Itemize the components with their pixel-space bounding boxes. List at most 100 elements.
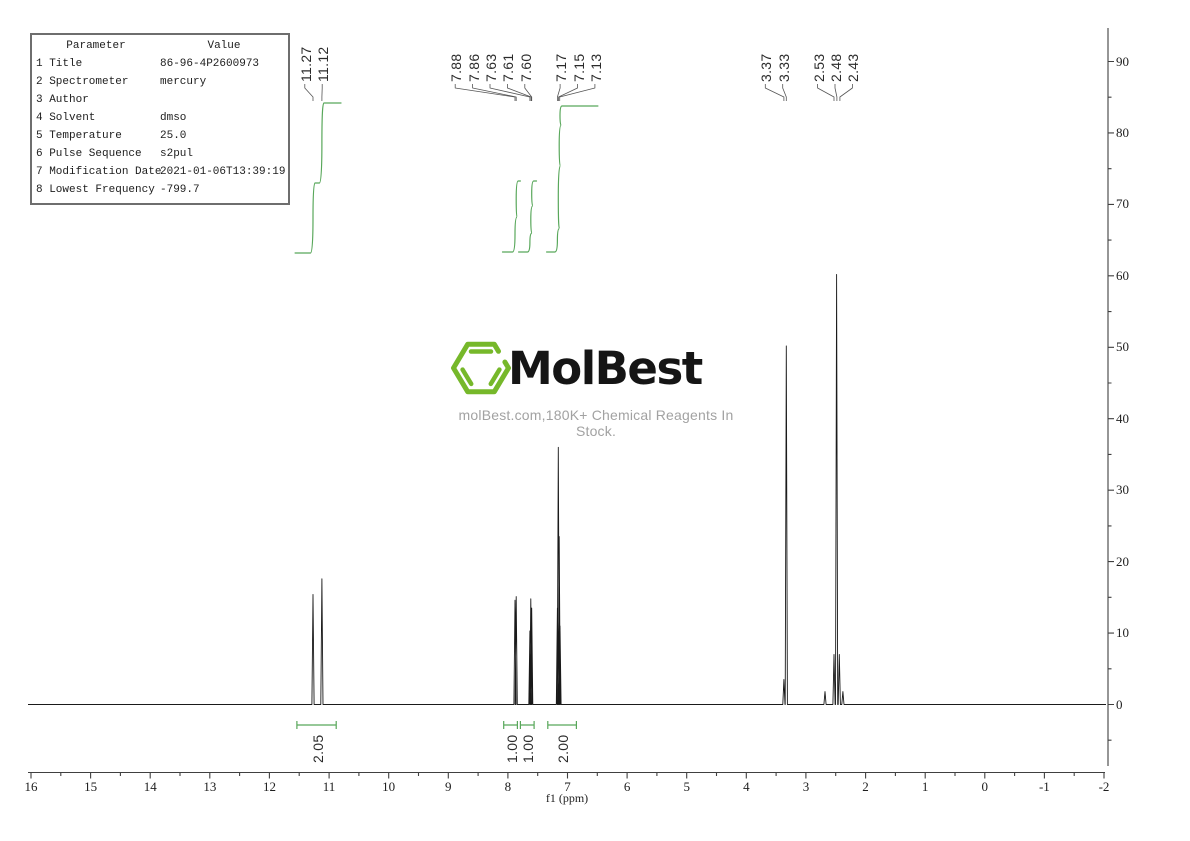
integral-curve xyxy=(501,180,521,253)
peak-connector xyxy=(558,84,578,101)
peak-connector xyxy=(472,84,517,101)
peak-shift-label: 7.13 xyxy=(587,53,604,82)
parameter-row: 1 Title 86-96-4P2600973 xyxy=(32,55,288,73)
parameter-table: Parameter Value 1 Title 86-96-4P2600973 2 … xyxy=(30,33,290,205)
peak-connector xyxy=(764,84,785,101)
peak-shift-label: 7.86 xyxy=(465,53,482,82)
logo-tagline: molBest.com,180K+ Chemical Reagents In S… xyxy=(458,407,734,439)
parameter-rows: 1 Title 86-96-4P2600973 2 Spectrometer merc… xyxy=(32,55,288,199)
peak-shift-label: 7.63 xyxy=(483,53,499,82)
value-header-label: Value xyxy=(207,40,241,52)
parameter-name: 2 Spectrometer xyxy=(36,76,129,88)
y-tick-label: 20 xyxy=(1116,553,1129,569)
parameter-value: dmso xyxy=(160,112,187,124)
x-tick-label: 8 xyxy=(504,779,512,794)
peak-connector xyxy=(454,84,516,101)
parameter-row: 6 Pulse Sequence s2pul xyxy=(32,145,288,163)
parameter-value: 2021-01-06T13:39:19 xyxy=(160,166,286,178)
parameter-row: 5 Temperature 25.0 xyxy=(32,127,288,145)
peak-shift-label: 7.60 xyxy=(517,53,534,82)
integral-bracket xyxy=(503,721,518,729)
x-tick-label: 7 xyxy=(564,779,571,794)
logo-text: MolBest xyxy=(508,342,703,395)
x-tick-label: 14 xyxy=(143,779,157,794)
peak-connector xyxy=(782,84,787,101)
peak-shift-label: 7.17 xyxy=(553,53,570,82)
parameter-name: 6 Pulse Sequence xyxy=(36,148,142,160)
y-tick-label: 50 xyxy=(1116,339,1129,355)
peak-connector xyxy=(507,84,532,101)
x-tick-label: 10 xyxy=(382,779,396,794)
x-tick-label: 2 xyxy=(862,779,869,794)
x-tick-label: 3 xyxy=(802,779,810,794)
x-tick-label: 0 xyxy=(981,779,989,794)
peak-shift-label: 11.27 xyxy=(297,46,314,83)
parameter-table-header: Parameter Value xyxy=(32,37,288,55)
x-tick-label: 9 xyxy=(445,779,452,794)
y-tick-label: 10 xyxy=(1116,625,1129,641)
peak-shift-label: 7.15 xyxy=(570,53,587,82)
integral-value-label: 1.00 xyxy=(520,734,537,763)
parameter-row: 7 Modification Date 2021-01-06T13:39:19 xyxy=(32,163,288,181)
axes xyxy=(28,28,1114,779)
x-tick-label: 6 xyxy=(623,779,631,794)
parameter-name: 5 Temperature xyxy=(36,130,122,142)
y-tick-label: 80 xyxy=(1116,124,1129,140)
parameter-value: 25.0 xyxy=(160,130,187,142)
peak-shift-label: 3.37 xyxy=(758,53,775,82)
parameter-value: s2pul xyxy=(160,148,194,160)
parameter-value: -799.7 xyxy=(160,184,200,196)
parameter-name: 3 Author xyxy=(36,94,89,106)
parameter-row: 4 Solvent dmso xyxy=(32,109,288,127)
hexagon-outline xyxy=(451,341,511,395)
x-tick-label: 13 xyxy=(203,779,217,794)
peak-connector xyxy=(839,84,853,101)
parameter-row: 2 Spectrometer mercury xyxy=(32,73,288,91)
molbest-logo xyxy=(447,338,517,400)
integral-value-label: 1.00 xyxy=(503,734,520,763)
x-tick-label: 1 xyxy=(921,779,929,794)
peak-shift-label: 7.61 xyxy=(500,53,517,82)
parameter-header-label: Parameter xyxy=(66,40,126,52)
integral-curve xyxy=(546,105,599,253)
integral-curve xyxy=(294,102,342,254)
peak-connector xyxy=(304,84,314,101)
peak-connector xyxy=(817,84,835,101)
parameter-name: 4 Solvent xyxy=(36,112,96,124)
parameter-row: 8 Lowest Frequency -799.7 xyxy=(32,181,288,199)
x-tick-label: 4 xyxy=(743,779,750,794)
x-axis-title: f1 (ppm) xyxy=(545,791,589,805)
y-tick-label: 70 xyxy=(1116,196,1129,212)
integral-bracket xyxy=(547,721,577,729)
parameter-value: 86-96-4P2600973 xyxy=(160,58,260,70)
integral-value-label: 2.00 xyxy=(555,734,572,763)
peak-shift-label: 2.53 xyxy=(810,53,827,82)
x-tick-label: 12 xyxy=(262,779,276,794)
y-tick-label: 60 xyxy=(1116,267,1129,283)
y-tick-label: 40 xyxy=(1116,410,1129,426)
parameter-name: 8 Lowest Frequency xyxy=(36,184,155,196)
integral-bracket xyxy=(296,721,337,729)
peak-shift-label: 7.88 xyxy=(448,53,465,82)
x-tick-label: -1 xyxy=(1038,779,1050,794)
benzene-hexagon-icon xyxy=(451,341,511,395)
x-tick-label: 11 xyxy=(322,779,336,794)
peak-connector xyxy=(489,84,531,101)
parameter-row: 3 Author xyxy=(32,91,288,109)
peak-connector xyxy=(834,84,838,101)
x-tick-label: 16 xyxy=(24,779,38,794)
peak-shift-label: 3.33 xyxy=(775,53,792,82)
parameter-value: mercury xyxy=(160,76,207,88)
y-tick-label: 90 xyxy=(1116,53,1129,69)
integral-bracket xyxy=(519,721,535,729)
x-tick-label: 15 xyxy=(84,779,98,794)
parameter-name: 7 Modification Date xyxy=(36,166,162,178)
peak-shift-label: 2.43 xyxy=(845,53,862,82)
peak-connector xyxy=(524,84,533,101)
peak-connector xyxy=(557,84,561,101)
parameter-name: 1 Title xyxy=(36,58,83,70)
hexagon-inner-bonds xyxy=(460,349,502,387)
